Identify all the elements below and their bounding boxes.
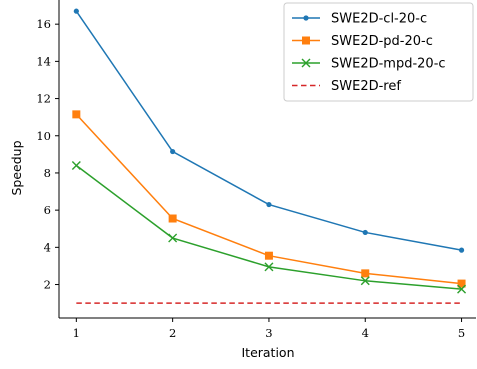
data-point bbox=[168, 233, 178, 243]
y-tick-label: 4 bbox=[44, 240, 51, 254]
legend-marker bbox=[301, 58, 311, 68]
data-point bbox=[361, 269, 370, 278]
x-marker-stroke bbox=[168, 233, 178, 243]
data-point bbox=[266, 201, 272, 208]
data-point bbox=[170, 148, 176, 155]
legend-item-swe2d-cl-20-c: SWE2D-cl-20-c bbox=[292, 12, 427, 27]
x-tick-label: 5 bbox=[458, 326, 465, 340]
y-tick-label: 12 bbox=[36, 92, 51, 106]
legend-item-swe2d-pd-20-c: SWE2D-pd-20-c bbox=[292, 34, 433, 49]
legend-marker bbox=[302, 36, 310, 45]
x-axis-label: Iteration bbox=[241, 345, 294, 360]
legend-box bbox=[283, 2, 474, 102]
data-point bbox=[264, 251, 273, 260]
data-point bbox=[72, 110, 81, 119]
series-swe2d-pd-20-c bbox=[72, 110, 466, 288]
y-tick-label: 2 bbox=[44, 278, 51, 292]
legend: SWE2D-cl-20-c SWE2D-pd-20-c SWE2D-mpd-20-c… bbox=[283, 2, 474, 102]
x-marker-stroke bbox=[301, 58, 311, 68]
legend-item-swe2d-mpd-20-c: SWE2D-mpd-20-c bbox=[292, 57, 446, 72]
data-point bbox=[264, 262, 274, 272]
series-swe2d-cl-20-c bbox=[73, 8, 465, 253]
data-point bbox=[457, 279, 466, 288]
series-layer bbox=[71, 8, 467, 304]
x-tick-label: 4 bbox=[362, 326, 369, 340]
series-line bbox=[75, 164, 462, 290]
x-tick-label: 3 bbox=[265, 326, 272, 340]
data-point bbox=[360, 276, 370, 286]
y-tick-label: 14 bbox=[36, 54, 51, 68]
data-point bbox=[71, 161, 81, 171]
legend-label: SWE2D-ref bbox=[331, 79, 401, 94]
data-point bbox=[362, 229, 368, 236]
data-point bbox=[168, 214, 177, 223]
legend-label: SWE2D-mpd-20-c bbox=[331, 57, 446, 72]
y-tick-label: 16 bbox=[36, 17, 51, 31]
x-marker-stroke bbox=[360, 276, 370, 286]
x-tick-label: 2 bbox=[169, 326, 176, 340]
data-point bbox=[458, 247, 465, 253]
y-tick-label: 10 bbox=[36, 129, 51, 143]
legend-item-swe2d-ref: SWE2D-ref bbox=[292, 79, 401, 94]
x-marker-stroke bbox=[457, 284, 467, 294]
y-tick-label: 6 bbox=[44, 203, 51, 217]
data-point bbox=[457, 284, 467, 294]
data-point bbox=[73, 8, 79, 14]
x-marker-stroke bbox=[71, 161, 81, 171]
x-tick-label: 1 bbox=[73, 326, 80, 340]
legend-marker bbox=[303, 15, 309, 21]
legend-label: SWE2D-pd-20-c bbox=[331, 34, 433, 49]
y-tick-label: 8 bbox=[44, 166, 51, 180]
legend-label: SWE2D-cl-20-c bbox=[331, 12, 427, 27]
series-swe2d-mpd-20-c bbox=[71, 161, 467, 294]
x-marker-stroke bbox=[264, 262, 274, 272]
y-axis-label: Speedup bbox=[9, 140, 24, 195]
